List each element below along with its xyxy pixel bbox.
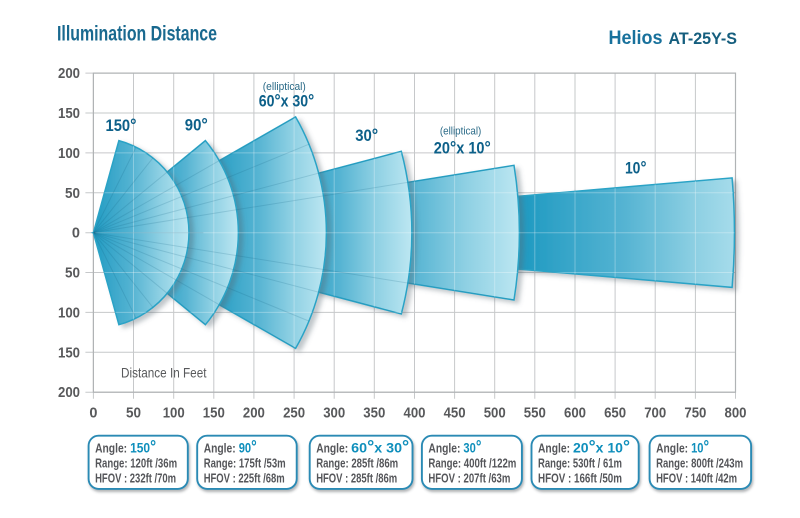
- svg-text:600: 600: [564, 406, 586, 422]
- svg-text:150°: 150°: [106, 115, 137, 135]
- svg-text:50: 50: [65, 186, 80, 202]
- svg-text:AT-25Y-S: AT-25Y-S: [669, 30, 738, 48]
- svg-text:300: 300: [323, 406, 345, 422]
- svg-text:60°x 30°: 60°x 30°: [259, 91, 315, 111]
- svg-text:50: 50: [126, 406, 141, 422]
- svg-text:Range: 400ft /122m: Range: 400ft /122m: [428, 455, 516, 470]
- svg-text:200: 200: [243, 406, 265, 422]
- svg-text:100: 100: [58, 305, 80, 321]
- svg-text:90°: 90°: [185, 115, 208, 135]
- svg-text:Angle:: Angle:: [656, 440, 688, 455]
- svg-text:550: 550: [524, 406, 546, 422]
- svg-text:100: 100: [58, 146, 80, 162]
- svg-text:Angle:: Angle:: [95, 440, 127, 455]
- svg-text:30°: 30°: [355, 125, 378, 145]
- svg-text:Angle:: Angle:: [538, 440, 570, 455]
- svg-text:(elliptical): (elliptical): [440, 126, 482, 138]
- svg-text:150: 150: [58, 106, 80, 122]
- svg-text:20°x 10°: 20°x 10°: [573, 436, 630, 456]
- svg-text:Angle:: Angle:: [316, 440, 348, 455]
- svg-text:20°x 10°: 20°x 10°: [434, 138, 491, 158]
- svg-text:Helios: Helios: [609, 28, 663, 49]
- svg-text:Distance In Feet: Distance In Feet: [121, 365, 207, 381]
- svg-text:Angle:: Angle:: [428, 440, 460, 455]
- svg-text:HFOV : 225ft /68m: HFOV : 225ft /68m: [204, 471, 285, 486]
- svg-text:700: 700: [644, 406, 666, 422]
- svg-text:(elliptical): (elliptical): [263, 81, 306, 93]
- svg-text:0: 0: [89, 406, 97, 422]
- svg-text:650: 650: [604, 406, 626, 422]
- svg-text:150: 150: [58, 345, 80, 361]
- svg-text:90°: 90°: [239, 436, 257, 456]
- svg-text:800: 800: [725, 406, 747, 422]
- svg-text:HFOV : 285ft /86m: HFOV : 285ft /86m: [316, 471, 397, 486]
- svg-text:100: 100: [163, 406, 185, 422]
- svg-text:Range: 530ft / 61m: Range: 530ft / 61m: [538, 455, 622, 470]
- svg-text:500: 500: [484, 406, 506, 422]
- svg-text:HFOV : 207ft /63m: HFOV : 207ft /63m: [428, 471, 510, 486]
- svg-text:HFOV : 140ft /42m: HFOV : 140ft /42m: [656, 471, 737, 486]
- svg-text:150: 150: [203, 406, 225, 422]
- svg-text:Range: 285ft /86m: Range: 285ft /86m: [316, 455, 398, 470]
- svg-text:50: 50: [65, 266, 80, 282]
- svg-text:HFOV : 166ft /50m: HFOV : 166ft /50m: [538, 471, 622, 486]
- svg-text:10°: 10°: [691, 436, 709, 456]
- svg-text:150°: 150°: [130, 436, 156, 456]
- svg-text:Range: 175ft /53m: Range: 175ft /53m: [204, 455, 286, 470]
- svg-text:Range: 800ft /243m: Range: 800ft /243m: [656, 455, 743, 470]
- svg-text:200: 200: [58, 66, 80, 82]
- svg-text:10°: 10°: [625, 158, 647, 178]
- svg-text:250: 250: [283, 406, 305, 422]
- svg-text:60°x 30°: 60°x 30°: [351, 436, 409, 456]
- svg-text:Illumination Distance: Illumination Distance: [57, 22, 217, 46]
- svg-text:200: 200: [58, 385, 80, 401]
- svg-text:350: 350: [363, 406, 385, 422]
- svg-text:0: 0: [72, 226, 80, 242]
- svg-text:750: 750: [684, 406, 706, 422]
- svg-text:450: 450: [444, 406, 466, 422]
- svg-text:Angle:: Angle:: [204, 440, 236, 455]
- svg-text:400: 400: [404, 406, 426, 422]
- svg-text:HFOV : 232ft /70m: HFOV : 232ft /70m: [95, 471, 176, 486]
- svg-text:30°: 30°: [463, 436, 481, 456]
- svg-text:Range: 120ft /36m: Range: 120ft /36m: [95, 455, 177, 470]
